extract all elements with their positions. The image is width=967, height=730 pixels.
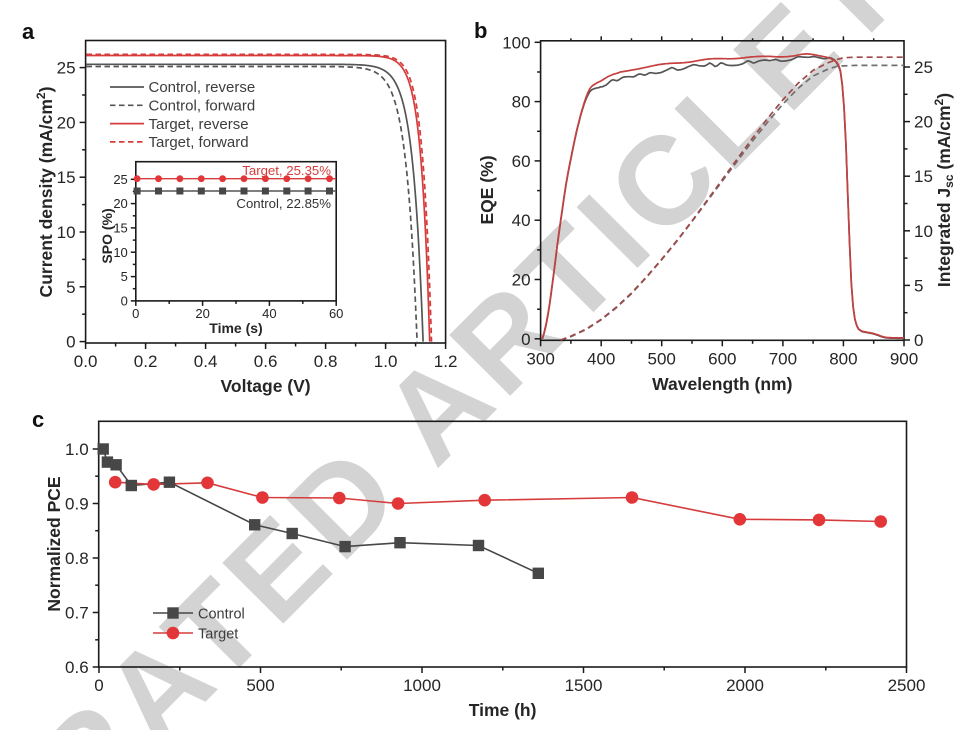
svg-text:Target, forward: Target, forward — [149, 134, 249, 151]
svg-text:15: 15 — [914, 167, 933, 186]
svg-text:80: 80 — [512, 93, 531, 112]
svg-text:Time (h): Time (h) — [469, 700, 537, 720]
svg-text:700: 700 — [769, 349, 797, 368]
svg-text:Normalized PCE: Normalized PCE — [44, 476, 64, 611]
svg-text:0.8: 0.8 — [314, 352, 338, 371]
svg-text:Wavelength (nm): Wavelength (nm) — [652, 374, 792, 394]
svg-text:0.2: 0.2 — [134, 352, 158, 371]
svg-text:20: 20 — [195, 306, 209, 321]
svg-text:0: 0 — [132, 306, 139, 321]
svg-text:0.7: 0.7 — [65, 604, 89, 623]
svg-text:20: 20 — [914, 113, 933, 132]
svg-text:0.6: 0.6 — [65, 658, 89, 677]
svg-text:40: 40 — [262, 306, 276, 321]
svg-text:Integrated Jsc (mA/cm2): Integrated Jsc (mA/cm2) — [932, 93, 956, 287]
svg-text:Control, 22.85%: Control, 22.85% — [236, 196, 331, 211]
svg-text:500: 500 — [246, 676, 274, 695]
svg-text:20: 20 — [512, 271, 531, 290]
svg-text:0.0: 0.0 — [74, 352, 98, 371]
svg-text:10: 10 — [57, 223, 76, 242]
svg-text:Voltage (V): Voltage (V) — [221, 376, 311, 396]
svg-text:Control, forward: Control, forward — [149, 98, 256, 115]
svg-text:Target: Target — [198, 627, 238, 643]
svg-text:20: 20 — [113, 196, 127, 211]
svg-text:SPO (%): SPO (%) — [99, 208, 115, 263]
svg-text:1.0: 1.0 — [65, 440, 89, 459]
svg-text:5: 5 — [914, 276, 923, 295]
svg-text:25: 25 — [57, 59, 76, 78]
svg-text:0.9: 0.9 — [65, 495, 89, 514]
svg-text:EQE (%): EQE (%) — [477, 155, 497, 224]
svg-text:40: 40 — [512, 211, 531, 230]
svg-text:100: 100 — [502, 33, 530, 52]
svg-text:600: 600 — [708, 349, 736, 368]
svg-text:10: 10 — [914, 222, 933, 241]
svg-text:c: c — [32, 407, 44, 432]
svg-text:0: 0 — [66, 333, 75, 352]
svg-text:0: 0 — [521, 330, 530, 349]
svg-text:Target, reverse: Target, reverse — [149, 116, 249, 133]
svg-text:800: 800 — [829, 349, 857, 368]
svg-text:0: 0 — [121, 293, 128, 308]
svg-text:10: 10 — [113, 245, 127, 260]
svg-text:5: 5 — [121, 269, 128, 284]
svg-text:60: 60 — [329, 306, 343, 321]
svg-text:15: 15 — [113, 220, 127, 235]
svg-text:b: b — [474, 18, 487, 43]
svg-text:25: 25 — [914, 58, 933, 77]
svg-text:2000: 2000 — [726, 676, 764, 695]
svg-text:Current density (mA/cm2): Current density (mA/cm2) — [34, 87, 56, 298]
svg-text:0.8: 0.8 — [65, 549, 89, 568]
svg-text:0.4: 0.4 — [194, 352, 218, 371]
svg-text:1000: 1000 — [403, 676, 441, 695]
svg-text:400: 400 — [587, 349, 615, 368]
svg-text:a: a — [22, 19, 35, 44]
svg-text:1.2: 1.2 — [434, 352, 458, 371]
svg-text:0.6: 0.6 — [254, 352, 278, 371]
svg-text:15: 15 — [57, 168, 76, 187]
svg-text:5: 5 — [66, 278, 75, 297]
svg-text:0: 0 — [914, 331, 923, 350]
svg-text:900: 900 — [890, 349, 918, 368]
svg-text:500: 500 — [648, 349, 676, 368]
svg-text:25: 25 — [113, 172, 127, 187]
svg-text:2500: 2500 — [888, 676, 926, 695]
svg-text:1.0: 1.0 — [374, 352, 398, 371]
svg-text:20: 20 — [57, 113, 76, 132]
svg-text:Time (s): Time (s) — [209, 320, 262, 336]
svg-text:Control: Control — [198, 607, 245, 623]
svg-text:1500: 1500 — [565, 676, 603, 695]
svg-text:0: 0 — [94, 676, 103, 695]
svg-text:60: 60 — [512, 152, 531, 171]
svg-text:300: 300 — [526, 349, 554, 368]
svg-text:Control, reverse: Control, reverse — [149, 79, 256, 96]
svg-text:Target, 25.35%: Target, 25.35% — [242, 163, 331, 178]
